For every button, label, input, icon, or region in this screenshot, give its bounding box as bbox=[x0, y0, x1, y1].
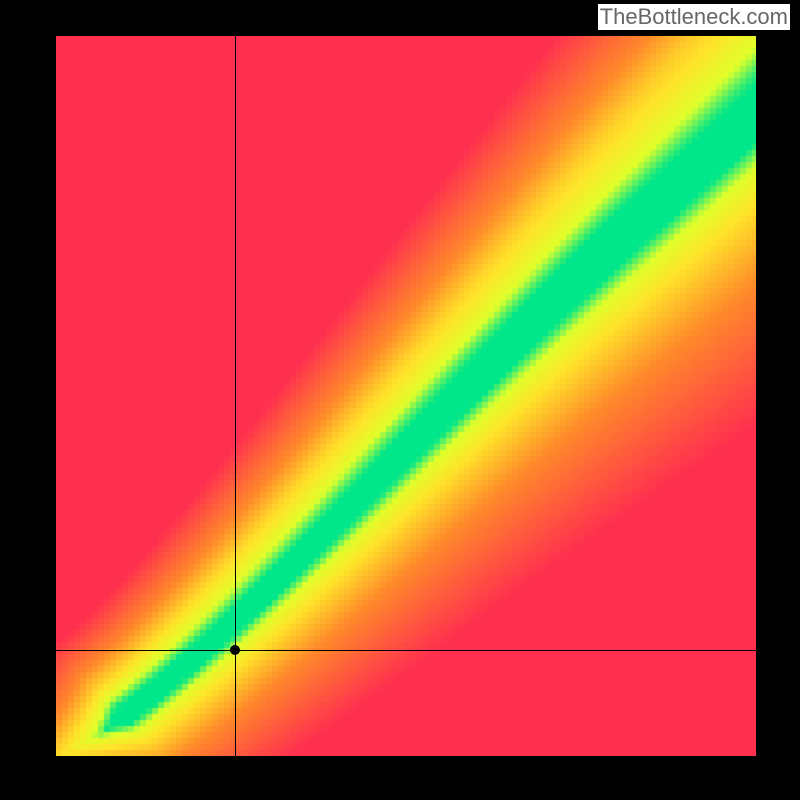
attribution-text: TheBottleneck.com bbox=[598, 4, 790, 30]
crosshair-horizontal bbox=[56, 650, 756, 651]
heatmap-canvas bbox=[56, 36, 756, 756]
plot-area bbox=[56, 36, 756, 756]
crosshair-marker bbox=[230, 645, 240, 655]
chart-container: TheBottleneck.com bbox=[0, 0, 800, 800]
